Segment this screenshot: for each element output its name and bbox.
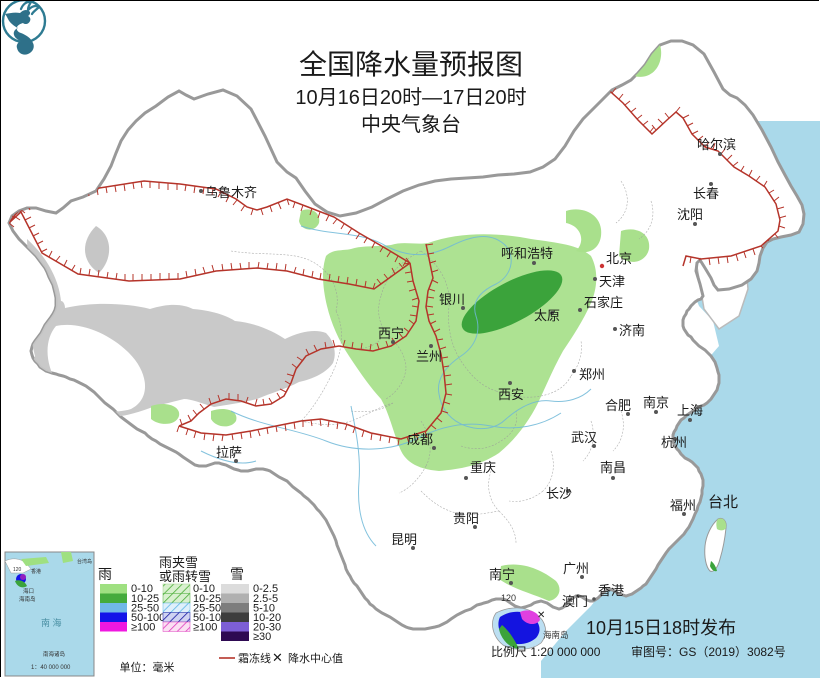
svg-text:拉萨: 拉萨	[216, 445, 242, 460]
svg-text:雨: 雨	[98, 566, 112, 582]
svg-text:审图号：GS（2019）3082号: 审图号：GS（2019）3082号	[631, 644, 786, 659]
svg-text:全国降水量预报图: 全国降水量预报图	[299, 49, 523, 80]
svg-text:西安: 西安	[498, 387, 524, 402]
svg-text:霜冻线: 霜冻线	[238, 651, 271, 665]
svg-text:澳门: 澳门	[562, 594, 588, 609]
svg-text:✕: ✕	[537, 610, 545, 621]
svg-text:银川: 银川	[439, 292, 465, 307]
svg-text:≥30: ≥30	[253, 631, 271, 643]
svg-text:郑州: 郑州	[579, 367, 605, 382]
svg-text:南京: 南京	[643, 395, 669, 410]
svg-text:≥100: ≥100	[131, 622, 155, 634]
svg-text:雨夹雪: 雨夹雪	[159, 555, 198, 570]
svg-text:海南岛: 海南岛	[19, 595, 36, 603]
svg-text:单位：毫米: 单位：毫米	[120, 660, 175, 674]
svg-text:太原: 太原	[534, 308, 560, 323]
svg-text:沈阳: 沈阳	[677, 207, 703, 222]
svg-text:海南岛: 海南岛	[543, 630, 569, 640]
svg-text:台北: 台北	[708, 494, 738, 511]
svg-text:海口: 海口	[23, 587, 34, 595]
svg-text:兰州: 兰州	[416, 349, 442, 364]
svg-text:或雨转雪: 或雨转雪	[159, 569, 211, 584]
svg-text:昆明: 昆明	[391, 532, 417, 547]
svg-text:10月16日20时—17日20时: 10月16日20时—17日20时	[295, 86, 526, 109]
svg-text:长春: 长春	[693, 186, 719, 201]
svg-text:石家庄: 石家庄	[584, 295, 623, 310]
svg-text:比例尺 1:20 000 000: 比例尺 1:20 000 000	[491, 645, 601, 659]
svg-text:≥100: ≥100	[193, 622, 217, 634]
svg-text:中央气象台: 中央气象台	[361, 113, 461, 136]
svg-text:武汉: 武汉	[571, 430, 597, 445]
svg-text:上海: 上海	[677, 403, 703, 418]
svg-text:广州: 广州	[563, 561, 589, 576]
svg-text:降水中心值: 降水中心值	[288, 651, 343, 665]
svg-text:台湾岛: 台湾岛	[77, 558, 92, 565]
svg-text:✕: ✕	[272, 650, 283, 665]
svg-text:哈尔滨: 哈尔滨	[697, 137, 736, 152]
svg-text:长沙: 长沙	[546, 486, 572, 501]
svg-text:1：40 000 000: 1：40 000 000	[31, 665, 71, 671]
svg-text:福州: 福州	[670, 498, 696, 513]
svg-text:成都: 成都	[407, 432, 433, 447]
svg-text:重庆: 重庆	[470, 460, 496, 475]
svg-text:120: 120	[501, 593, 516, 603]
svg-text:济南: 济南	[619, 323, 645, 338]
svg-text:南 海: 南 海	[41, 617, 62, 628]
svg-text:南海诸岛: 南海诸岛	[43, 650, 66, 658]
svg-text:雪: 雪	[230, 566, 244, 582]
svg-text:10月15日18时发布: 10月15日18时发布	[586, 618, 736, 638]
svg-text:天津: 天津	[599, 274, 625, 289]
svg-text:西宁: 西宁	[378, 326, 404, 341]
svg-text:合肥: 合肥	[605, 398, 631, 413]
svg-text:杭州: 杭州	[661, 435, 687, 450]
svg-text:香港: 香港	[31, 568, 41, 575]
svg-text:南昌: 南昌	[600, 460, 626, 475]
svg-text:北京: 北京	[606, 251, 632, 266]
svg-text:呼和浩特: 呼和浩特	[501, 246, 553, 261]
svg-text:乌鲁木齐: 乌鲁木齐	[205, 185, 257, 200]
svg-text:120: 120	[13, 567, 22, 573]
svg-text:南宁: 南宁	[489, 567, 515, 582]
svg-text:香港: 香港	[598, 583, 624, 598]
svg-text:贵阳: 贵阳	[453, 511, 479, 526]
